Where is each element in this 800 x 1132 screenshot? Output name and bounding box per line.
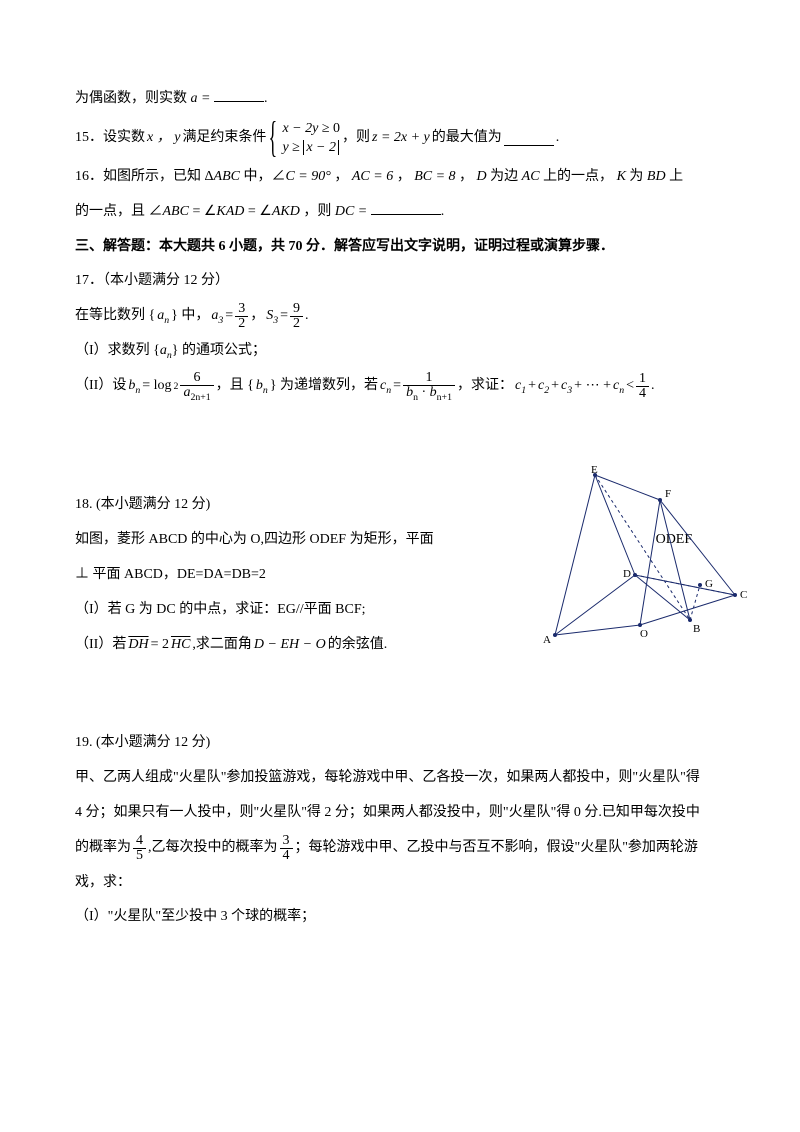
svg-text:E: E [591, 465, 598, 476]
q17-stem: 在等比数列 {an} 中， a3 = 32 ， S3 = 92 . [75, 301, 725, 332]
var-a: a = [191, 91, 211, 106]
constraint-brace: x − 2y ≥ 0 y ≥ x − 2 [268, 119, 340, 158]
q17-p2: （II）设 bn = log2 6a2n+1 ，且 {bn} 为递增数列，若 c… [75, 371, 725, 403]
q15: 15．设实数 x ， y 满足约束条件 x − 2y ≥ 0 y ≥ x − 2… [75, 119, 725, 158]
svg-text:C: C [740, 589, 747, 601]
q14-tail: 为偶函数，则实数 a = . [75, 84, 725, 115]
q19-p1: （I）"火星队"至少投中 3 个球的概率； [75, 902, 725, 933]
section-3-header: 三、解答题：本大题共 6 小题，共 70 分．解答应写出文字说明，证明过程或演算… [75, 232, 725, 263]
q18: 18. (本小题满分 12 分) 如图，菱形 ABCD 的中心为 O,四边形 O… [75, 490, 725, 660]
svg-text:F: F [665, 488, 671, 500]
geometry-figure: E F D C G O B A [535, 465, 765, 655]
q19-l1: 甲、乙两人组成"火星队"参加投篮游戏，每轮游戏中甲、乙各投一次，如果两人都投中，… [75, 763, 725, 794]
q16-l2: 的一点，且 ∠ABC = ∠KAD = ∠AKD ，则 DC = . [75, 197, 725, 228]
svg-text:A: A [543, 634, 551, 646]
q16-l1: 16．如图所示，已知 ΔABC 中，∠C = 90° ， AC = 6 ， BC… [75, 162, 725, 193]
blank [504, 131, 554, 146]
svg-text:O: O [640, 628, 648, 640]
svg-text:G: G [705, 578, 713, 590]
svg-text:B: B [693, 623, 700, 635]
q19-l4: 戏，求： [75, 868, 725, 899]
q17-p1: （I）求数列 {an} 的通项公式； [75, 336, 725, 367]
svg-text:D: D [623, 568, 631, 580]
q19-l2: 4 分；如果只有一人投中，则"火星队"得 2 分；如果两人都没投中，则"火星队"… [75, 798, 725, 829]
q19-l3: 的概率为 45 ,乙每次投中的概率为 34 ；每轮游戏中甲、乙投中与否互不影响，… [75, 833, 725, 864]
q17-head: 17．（本小题满分 12 分） [75, 266, 725, 297]
exam-page: 为偶函数，则实数 a = . 15．设实数 x ， y 满足约束条件 x − 2… [0, 0, 800, 977]
blank [371, 200, 441, 215]
blank [214, 87, 264, 102]
text: 为偶函数，则实数 [75, 91, 187, 106]
q19-head: 19. (本小题满分 12 分) [75, 728, 725, 759]
